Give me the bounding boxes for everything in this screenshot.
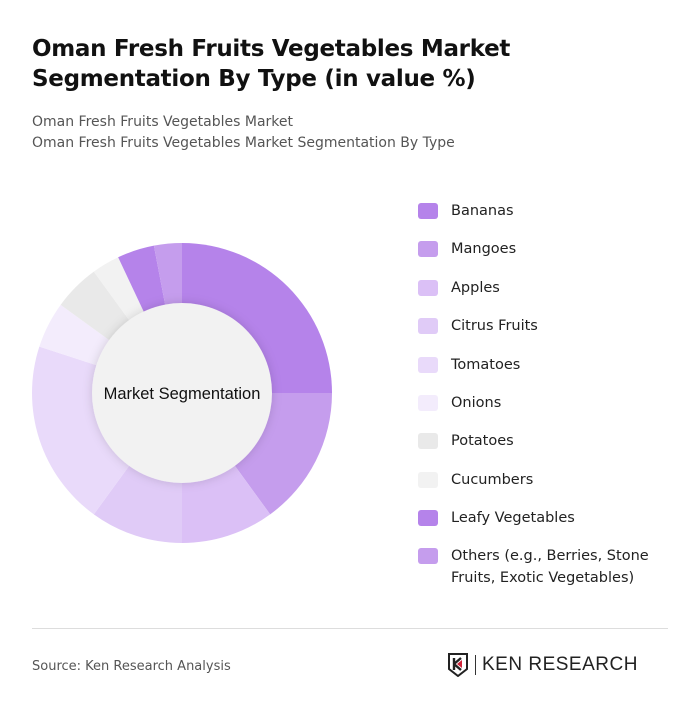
legend-item: Others (e.g., Berries, Stone Fruits, Exo… (418, 545, 678, 589)
legend-item: Leafy Vegetables (418, 507, 678, 529)
legend-label: Bananas (451, 203, 514, 219)
legend-label: Mangoes (451, 241, 517, 257)
donut-chart: Market Segmentation (32, 243, 332, 543)
legend-swatch (418, 510, 438, 526)
legend-swatch (418, 472, 438, 488)
legend-item: Bananas (418, 200, 678, 222)
legend-swatch (418, 280, 438, 296)
source-note: Source: Ken Research Analysis (32, 659, 231, 674)
ken-logo-icon (448, 653, 468, 677)
legend-item: Tomatoes (418, 354, 678, 376)
legend-label: Leafy Vegetables (451, 510, 575, 526)
legend-swatch (418, 241, 438, 257)
logo-separator (475, 655, 476, 675)
legend-swatch (418, 433, 438, 449)
chart-subtitle-market: Oman Fresh Fruits Vegetables Market (32, 114, 293, 130)
legend-item: Apples (418, 277, 678, 299)
legend-item: Onions (418, 392, 678, 414)
legend-label: Citrus Fruits (451, 318, 538, 334)
legend-label: Apples (451, 280, 500, 296)
legend-swatch (418, 318, 438, 334)
chart-title: Oman Fresh Fruits Vegetables Market Segm… (32, 36, 511, 92)
donut-center (92, 303, 272, 483)
legend-label: Cucumbers (451, 472, 534, 488)
ken-research-logo: KEN RESEARCH (447, 653, 638, 677)
legend-item: Citrus Fruits (418, 315, 678, 337)
legend-label: Onions (451, 395, 502, 411)
legend-label: Tomatoes (451, 357, 521, 373)
legend-swatch (418, 357, 438, 373)
legend-label: Others (e.g., Berries, Stone Fruits, Exo… (451, 548, 649, 586)
logo-text: KEN RESEARCH (482, 654, 638, 675)
legend-label: Potatoes (451, 433, 514, 449)
legend-swatch (418, 395, 438, 411)
legend-item: Mangoes (418, 238, 678, 260)
legend-item: Potatoes (418, 430, 678, 452)
legend-swatch (418, 548, 438, 564)
legend-item: Cucumbers (418, 469, 678, 491)
chart-subtitle-segmentation: Oman Fresh Fruits Vegetables Market Segm… (32, 135, 455, 151)
divider (32, 628, 668, 629)
center-label: Market Segmentation (104, 385, 261, 403)
legend-swatch (418, 203, 438, 219)
